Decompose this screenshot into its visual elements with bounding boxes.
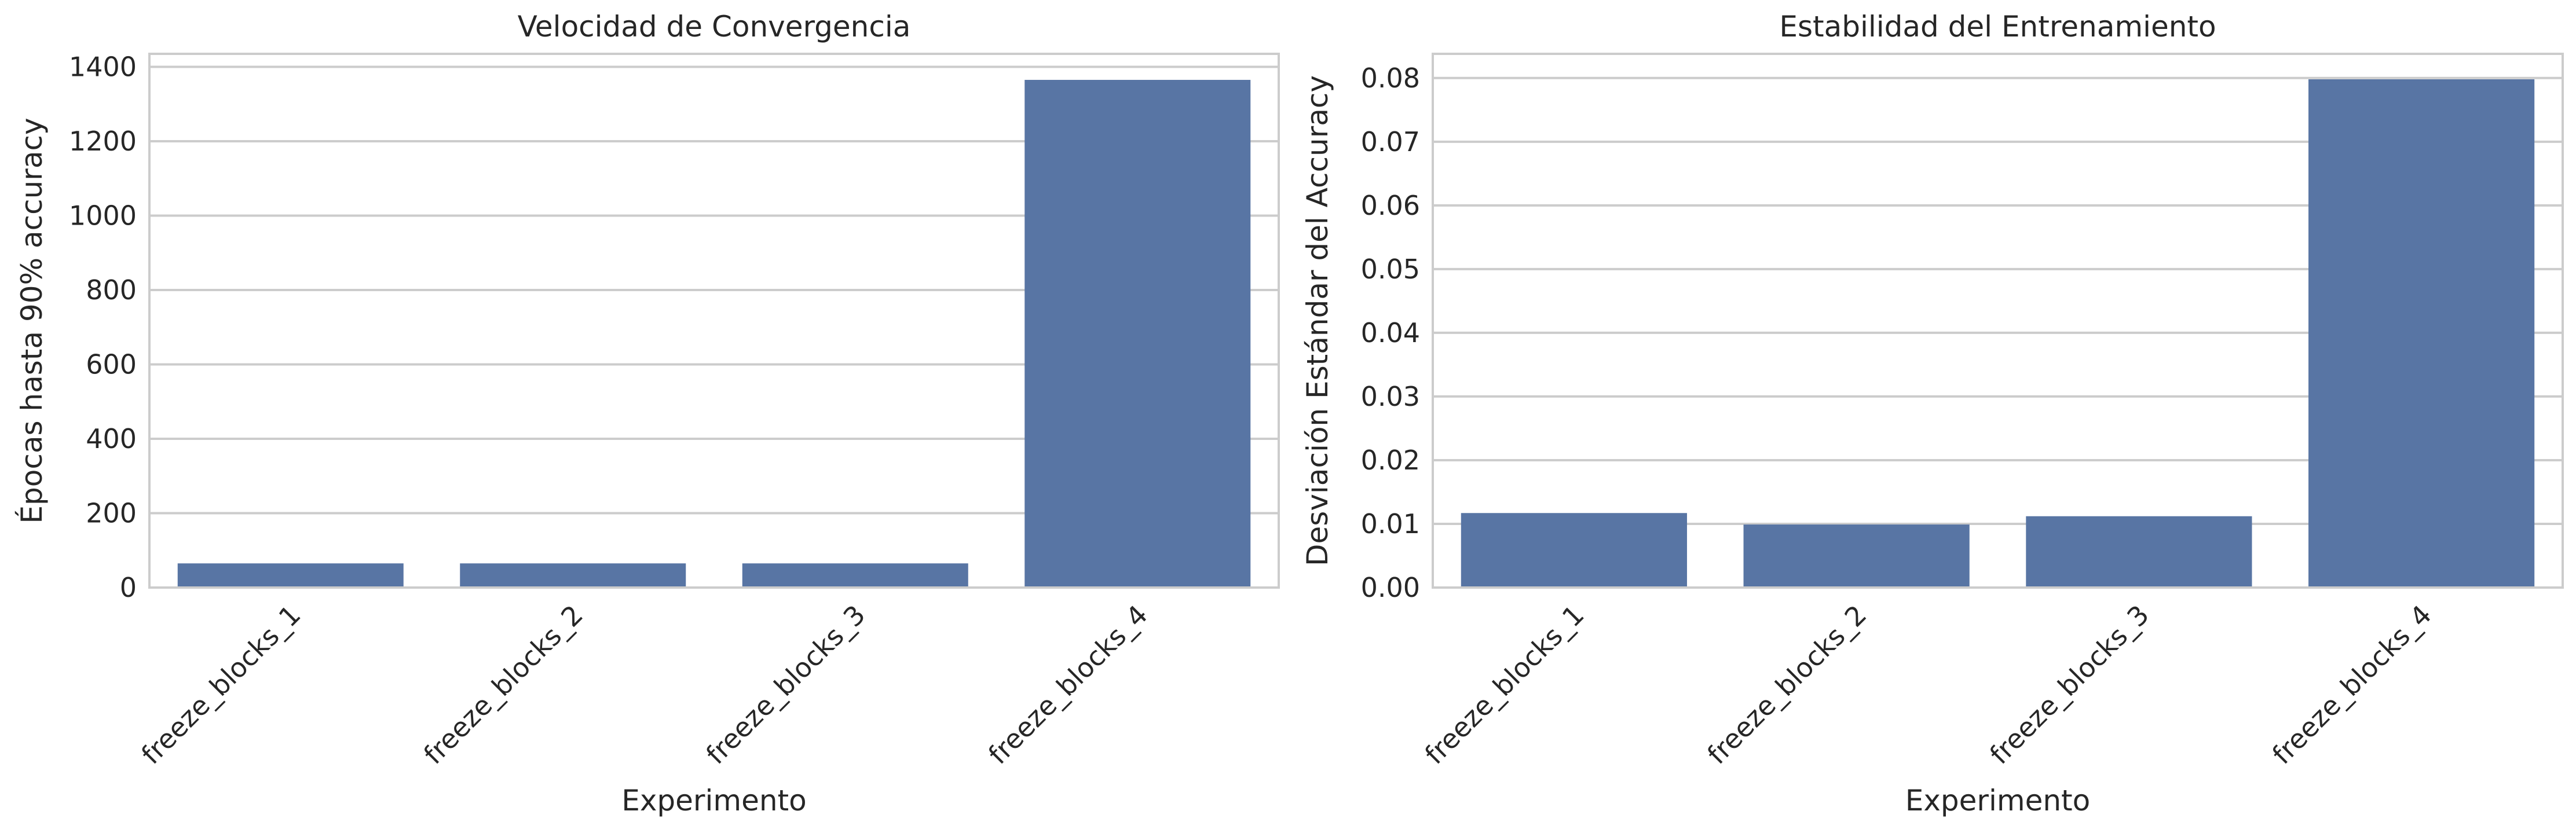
bar-freeze-blocks-1 (1461, 513, 1687, 588)
y-tick-label: 1000 (69, 200, 137, 231)
y-tick-label: 0.06 (1361, 190, 1420, 221)
y-tick-label: 0.03 (1361, 381, 1420, 412)
y-tick-label: 600 (86, 348, 137, 380)
bar-freeze-blocks-3 (742, 563, 968, 588)
x-axis-label: Experimento (621, 784, 806, 817)
y-tick-label: 1200 (69, 126, 137, 157)
y-axis-label: Desviación Estándar del Accuracy (1301, 75, 1334, 566)
y-tick-label: 0.00 (1361, 572, 1420, 603)
bar-freeze-blocks-2 (460, 563, 686, 588)
bar-freeze-blocks-4 (2308, 79, 2535, 588)
y-tick-label: 0.01 (1361, 508, 1420, 540)
convergence-chart-title: Velocidad de Convergencia (518, 10, 911, 43)
y-tick-label: 0.07 (1361, 126, 1420, 157)
bar-freeze-blocks-3 (2026, 516, 2252, 588)
y-tick-label: 400 (86, 423, 137, 454)
bar-freeze-blocks-1 (177, 563, 404, 588)
y-tick-label: 1400 (69, 51, 137, 82)
y-tick-label: 800 (86, 274, 137, 306)
axes-frame (1432, 53, 2564, 589)
y-tick-label: 0.05 (1361, 254, 1420, 285)
bar-freeze-blocks-4 (1024, 79, 1251, 588)
y-tick-label: 200 (86, 497, 137, 529)
y-tick-label: 0.04 (1361, 317, 1420, 348)
stability-chart-title: Estabilidad del Entrenamiento (1779, 10, 2216, 43)
y-tick-label: 0.08 (1361, 63, 1420, 94)
y-axis-label: Épocas hasta 90% accuracy (14, 118, 49, 523)
convergence-chart-panel: 0200400600800100012001400freeze_blocks_1… (14, 10, 1280, 817)
y-tick-label: 0 (120, 572, 137, 603)
axes-frame (148, 53, 1280, 589)
bar-freeze-blocks-2 (1743, 524, 1970, 588)
x-axis-label: Experimento (1905, 784, 2090, 817)
y-tick-label: 0.02 (1361, 445, 1420, 476)
